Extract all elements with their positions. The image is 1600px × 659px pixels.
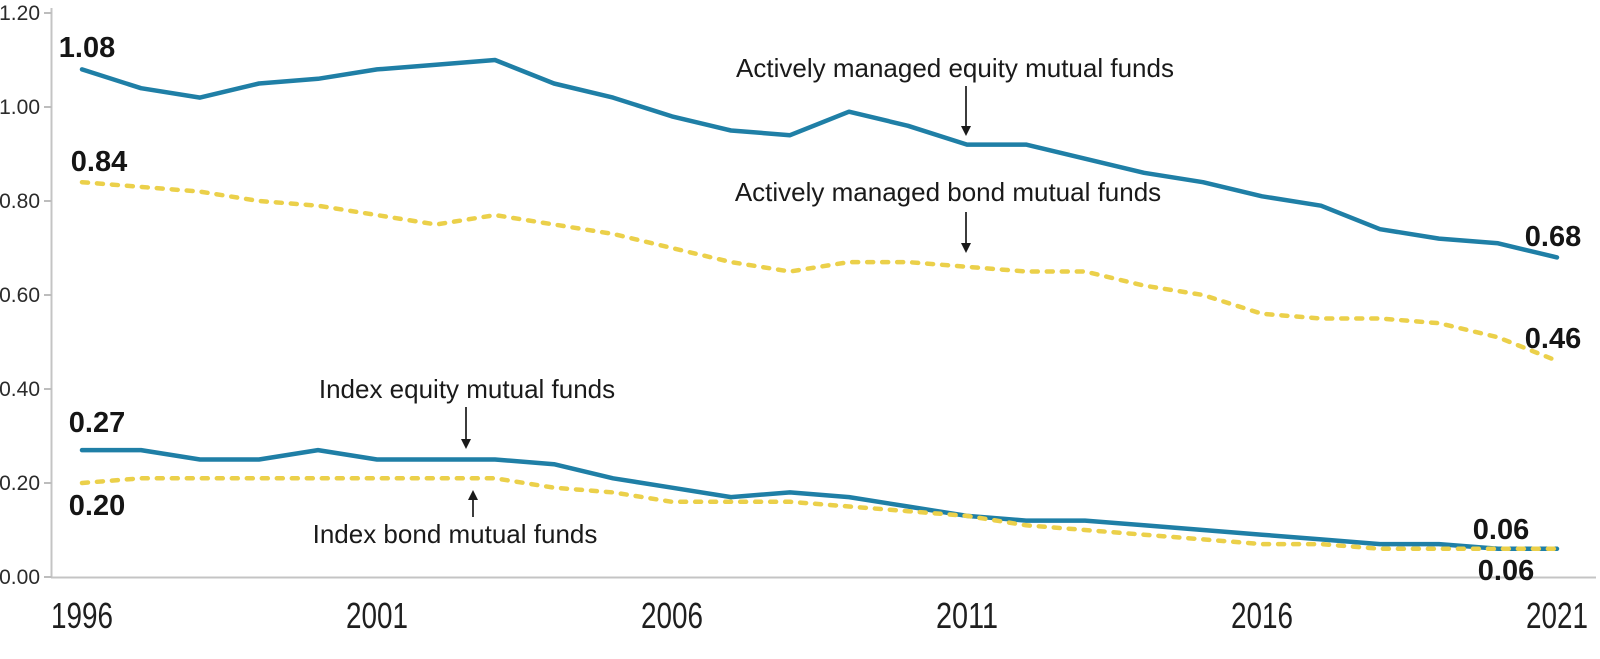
annotation-label-2: Index equity mutual funds: [319, 374, 615, 404]
y-tick-label: 0.20: [0, 472, 40, 495]
y-tick-label: 0.60: [0, 284, 40, 307]
x-tick-label: 2016: [1231, 595, 1293, 636]
y-tick-label: 0.00: [0, 566, 40, 589]
series-start-value-active-bond: 0.84: [71, 146, 127, 178]
y-tick-label: 0.40: [0, 378, 40, 401]
x-tick-label: 2011: [936, 595, 998, 636]
y-tick-label: 0.80: [0, 190, 40, 213]
annotation-label-0: Actively managed equity mutual funds: [736, 53, 1174, 83]
series-line-index-equity: [79, 447, 1560, 552]
series-end-value-index-equity: 0.06: [1473, 514, 1529, 546]
x-tick-label: 1996: [51, 595, 113, 636]
series-end-value-index-bond: 0.06: [1478, 555, 1534, 587]
series-line-active-bond: [79, 179, 1560, 364]
y-tick-label: 1.00: [0, 96, 40, 119]
annotation-arrow-head-2: [461, 439, 471, 449]
annotation-label-3: Index bond mutual funds: [313, 519, 598, 549]
series-start-value-index-equity: 0.27: [69, 407, 125, 439]
series-line-active-equity: [79, 57, 1560, 260]
series-start-value-active-equity: 1.08: [59, 32, 115, 64]
annotation-label-1: Actively managed bond mutual funds: [735, 177, 1161, 207]
x-tick-label: 2006: [641, 595, 703, 636]
annotation-arrow-head-0: [961, 126, 971, 136]
series-end-value-active-bond: 0.46: [1525, 323, 1581, 355]
series-line-index-bond: [79, 476, 1560, 552]
x-tick-label: 2001: [346, 595, 408, 636]
x-tick-label: 2021: [1526, 595, 1588, 636]
y-tick-label: 1.20: [0, 2, 40, 25]
series-start-value-index-bond: 0.20: [69, 490, 125, 522]
series-end-value-active-equity: 0.68: [1525, 221, 1581, 253]
annotation-arrow-head-3: [468, 490, 478, 500]
annotation-arrow-head-1: [961, 243, 971, 253]
